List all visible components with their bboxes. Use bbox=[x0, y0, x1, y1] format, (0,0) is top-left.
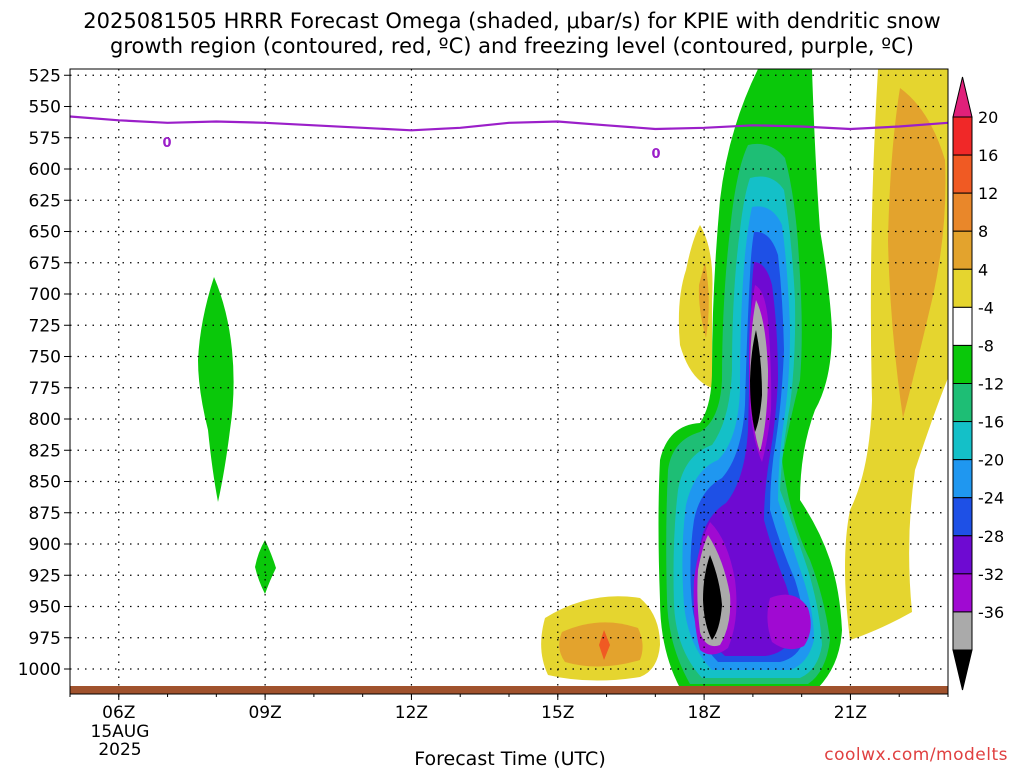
chart-title-line1: 2025081505 HRRR Forecast Omega (shaded, … bbox=[83, 9, 940, 33]
colorbar-label: 16 bbox=[978, 146, 998, 165]
colorbar-swatch bbox=[952, 611, 973, 651]
y-tick-label: 525 bbox=[29, 66, 61, 86]
x-tick-label: 21Z bbox=[834, 703, 867, 723]
colorbar-label: 20 bbox=[978, 108, 998, 127]
omega-region-minus28-right bbox=[767, 594, 811, 650]
colorbar-swatch bbox=[952, 268, 973, 308]
x-tick-label: 15Z bbox=[541, 703, 574, 723]
colorbar-swatch bbox=[952, 154, 973, 194]
y-tick-label: 1000 bbox=[18, 660, 61, 680]
x-tick-label: 06Z bbox=[102, 703, 135, 723]
colorbar-label: -20 bbox=[978, 451, 1004, 470]
colorbar-swatch bbox=[952, 383, 973, 423]
y-tick-label: 850 bbox=[29, 473, 61, 493]
x-tick-label: 12Z bbox=[395, 703, 428, 723]
x-axis: 06Z 09Z 12Z 15Z 18Z 21Z bbox=[69, 694, 949, 723]
colorbar-top-arrow bbox=[952, 76, 973, 118]
colorbar-label: -36 bbox=[978, 603, 1004, 622]
colorbar-label: -28 bbox=[978, 527, 1004, 546]
omega-region-8z bbox=[198, 277, 234, 502]
y-tick-label: 650 bbox=[29, 223, 61, 243]
colorbar-swatch bbox=[952, 344, 973, 384]
colorbar-label: -16 bbox=[978, 413, 1004, 432]
omega-positive-core-right bbox=[888, 88, 946, 418]
colorbar-swatch bbox=[952, 497, 973, 537]
y-tick-label: 950 bbox=[29, 598, 61, 618]
x-year-label: 2025 bbox=[98, 740, 141, 760]
omega-positive-core-18z bbox=[698, 262, 709, 338]
credit-text: coolwx.com/modelts bbox=[824, 745, 1008, 765]
y-axis: 525 550 575 600 625 650 675 700 725 750 775 800 825 8… bbox=[18, 66, 70, 680]
omega-region-minus36-lower bbox=[703, 555, 722, 640]
colorbar-swatch bbox=[952, 421, 973, 461]
y-tick-label: 675 bbox=[29, 254, 61, 274]
colorbar-swatch bbox=[952, 306, 973, 346]
ground-surface bbox=[70, 686, 948, 694]
colorbar-label: -4 bbox=[978, 298, 994, 317]
omega-positive-peak-16z bbox=[599, 630, 610, 660]
omega-shading bbox=[198, 69, 948, 688]
y-tick-label: 700 bbox=[29, 285, 61, 305]
colorbar-swatch bbox=[952, 535, 973, 575]
x-date-label: 15AUG bbox=[91, 722, 150, 742]
y-tick-label: 625 bbox=[29, 191, 61, 211]
freezing-level-contour bbox=[70, 115, 948, 132]
chart-title-line2: growth region (contoured, red, ºC) and f… bbox=[110, 34, 914, 58]
freezing-level-label: 0 bbox=[162, 136, 171, 151]
colorbar-swatch bbox=[952, 573, 973, 613]
colorbar-label: -12 bbox=[978, 375, 1004, 394]
colorbar-label: -8 bbox=[978, 336, 994, 355]
y-tick-label: 775 bbox=[29, 379, 61, 399]
y-tick-label: 800 bbox=[29, 410, 61, 430]
colorbar-label: 4 bbox=[978, 260, 988, 279]
x-tick-label: 18Z bbox=[687, 703, 720, 723]
freezing-level-label: 0 bbox=[651, 147, 660, 162]
colorbar: 20 16 12 8 4 -4 -8 -12 -16 -20 -24 -28 -32 -36 bbox=[952, 76, 1004, 691]
y-tick-label: 875 bbox=[29, 504, 61, 524]
y-tick-label: 925 bbox=[29, 566, 61, 586]
colorbar-swatch bbox=[952, 459, 973, 499]
colorbar-label: 12 bbox=[978, 184, 998, 203]
colorbar-swatch bbox=[952, 116, 973, 156]
omega-region-9z bbox=[255, 540, 276, 594]
colorbar-label: -32 bbox=[978, 565, 1004, 584]
colorbar-label: -24 bbox=[978, 489, 1004, 508]
colorbar-swatch bbox=[952, 230, 973, 270]
y-tick-label: 725 bbox=[29, 316, 61, 336]
colorbar-swatch bbox=[952, 192, 973, 232]
y-tick-label: 600 bbox=[29, 160, 61, 180]
y-tick-label: 550 bbox=[29, 98, 61, 118]
y-tick-label: 975 bbox=[29, 629, 61, 649]
y-tick-label: 575 bbox=[29, 129, 61, 149]
y-tick-label: 825 bbox=[29, 441, 61, 461]
plot-area: 0 0 bbox=[69, 68, 949, 695]
x-axis-title: Forecast Time (UTC) bbox=[414, 748, 605, 768]
y-tick-label: 900 bbox=[29, 535, 61, 555]
y-tick-label: 750 bbox=[29, 348, 61, 368]
colorbar-label: 8 bbox=[978, 222, 988, 241]
colorbar-bottom-arrow bbox=[952, 649, 973, 691]
x-tick-label: 09Z bbox=[248, 703, 281, 723]
omega-region-minus36 bbox=[750, 330, 762, 432]
